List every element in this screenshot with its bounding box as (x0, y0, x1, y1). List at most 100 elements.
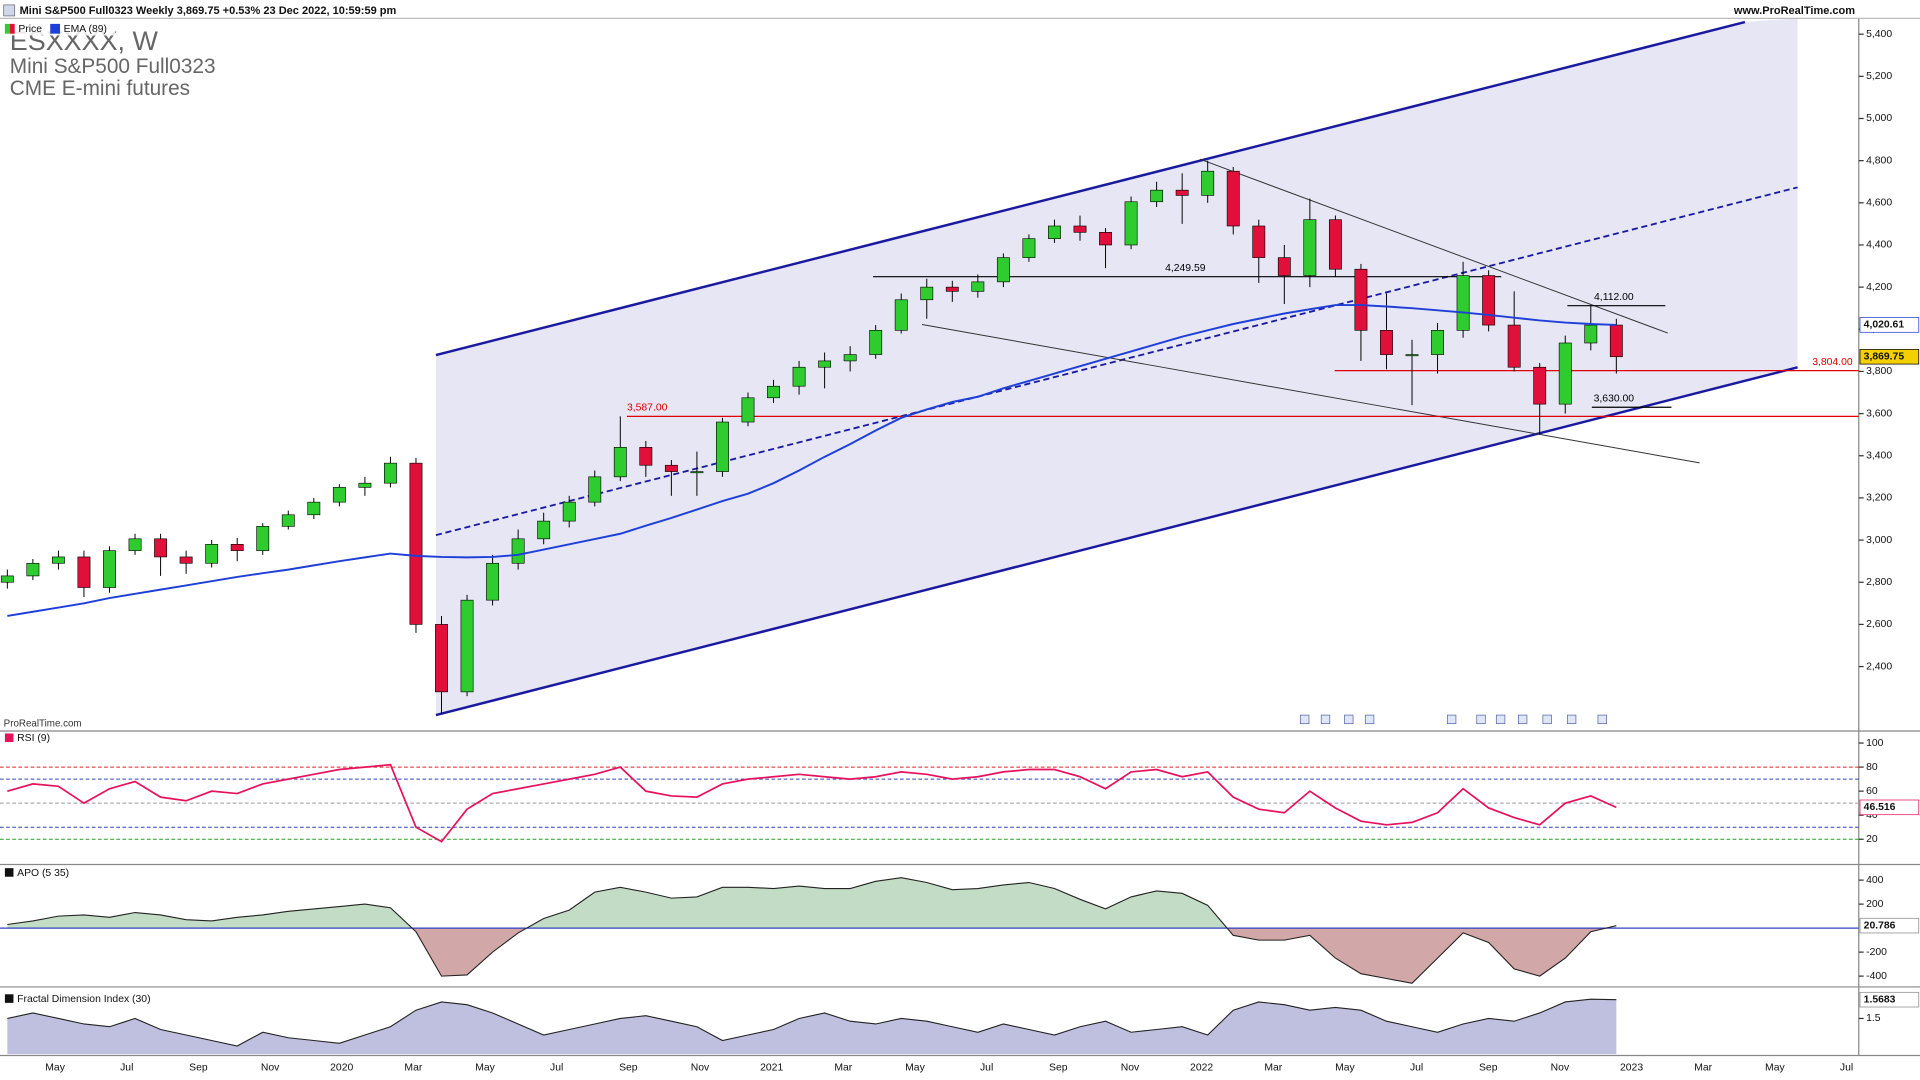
candle-body (1150, 189, 1164, 203)
panel-plot (7, 998, 1617, 1055)
candle-body (945, 286, 959, 292)
panel-title: Fractal Dimension Index (30) (17, 994, 150, 1005)
panel-plot: 4,249.59 3,587.00 3,804.00 4,112.00 3,630.00 (0, 160, 1859, 714)
y-tick-label: 5,400 (1866, 29, 1892, 40)
y-tick-label: 2,400 (1866, 661, 1892, 672)
y-tick-label: 4,200 (1866, 282, 1892, 293)
candle-body (179, 556, 193, 564)
trend-line (1199, 158, 1668, 334)
candle-body (51, 556, 65, 564)
legend-swatch (4, 23, 10, 34)
subtitle: Mini S&P500 Full0323 (10, 55, 216, 78)
event-icons[interactable] (1300, 714, 1607, 725)
candle-body (26, 562, 40, 577)
x-tick-label: 2023 (1620, 1063, 1643, 1074)
x-tick-label: Nov (1551, 1063, 1570, 1074)
candle-body (588, 476, 602, 503)
x-tick-label: 2022 (1190, 1063, 1213, 1074)
candle-body (511, 538, 525, 564)
x-tick-label: Jul (120, 1063, 133, 1074)
x-tick-label: Mar (834, 1063, 852, 1074)
y-tick-label: 400 (1866, 875, 1884, 886)
candle-body (460, 599, 474, 693)
candle-body (1507, 324, 1521, 368)
y-tick-label: 200 (1866, 899, 1884, 910)
candle-body (332, 487, 346, 503)
candle-body (562, 501, 576, 522)
level-label: 4,112.00 (1594, 292, 1634, 303)
value-badge-label: 1.5683 (1864, 994, 1896, 1005)
candle-body (537, 520, 551, 540)
y-tick-label: 3,000 (1866, 535, 1892, 546)
x-tick-label: Jul (1410, 1063, 1423, 1074)
value-badge (1859, 917, 1920, 934)
y-tick-label: 5,000 (1866, 113, 1892, 124)
y-tick-label: 4,400 (1866, 240, 1892, 251)
watermark: ProRealTime.com (4, 718, 82, 729)
x-tick-label: May (905, 1063, 925, 1074)
candle-body (741, 397, 755, 423)
level-label: 3,804.00 (1812, 357, 1853, 368)
panel-swatch (4, 733, 14, 743)
candle-body (1277, 257, 1291, 276)
candle-body (1252, 225, 1266, 258)
legend-label: EMA (89) (64, 24, 107, 35)
x-tick-label: May (1765, 1063, 1785, 1074)
y-tick-label: 20 (1866, 834, 1878, 845)
candle-body (1124, 201, 1138, 246)
candle-body (1303, 219, 1317, 276)
y-tick-label: -400 (1866, 971, 1887, 982)
value-badge (1859, 317, 1920, 333)
x-tick-label: May (45, 1063, 65, 1074)
candle-body (767, 385, 780, 399)
candle-body (664, 464, 678, 472)
candle-body (1099, 232, 1112, 246)
candle-body (1048, 225, 1061, 239)
y-tick-label: 80 (1866, 762, 1878, 773)
candle-body (1558, 342, 1572, 405)
y-tick-label: 3,600 (1866, 408, 1892, 419)
channel-fill (435, 18, 1798, 716)
candle-body (281, 514, 295, 527)
channel-lower (435, 366, 1798, 717)
candle-body (920, 286, 934, 301)
level-label: 3,630.00 (1594, 393, 1635, 404)
x-tick-label: Sep (1049, 1063, 1068, 1074)
x-tick-label: 2021 (760, 1063, 783, 1074)
level-label: 4,249.59 (1165, 263, 1206, 274)
value-badge (1859, 991, 1920, 1008)
x-tick-label: Mar (1694, 1063, 1712, 1074)
panel-swatch (4, 994, 14, 1003)
legend-swatch (50, 23, 60, 34)
candle-body (1073, 225, 1087, 233)
candle-body (1456, 275, 1470, 331)
candle-body (716, 421, 729, 472)
candle-body (971, 281, 985, 292)
candle-body (358, 482, 372, 488)
y-tick-label: 3,800 (1866, 366, 1892, 377)
y-tick-label: 60 (1866, 786, 1878, 797)
y-tick-label: 4,600 (1866, 198, 1892, 209)
value-badge-label: 3,869.75 (1864, 351, 1905, 362)
candle-body (1584, 324, 1598, 344)
header-icon[interactable] (3, 4, 16, 17)
candle-body (1380, 330, 1393, 355)
legend-swatch (9, 23, 15, 34)
value-badge (1859, 349, 1920, 365)
candle-body (307, 501, 321, 516)
x-tick-label: Sep (189, 1063, 208, 1074)
panel-plot (0, 763, 1859, 843)
area-fill (412, 928, 1606, 984)
panel-title: RSI (9) (17, 733, 50, 744)
candle-body (1533, 366, 1547, 405)
header-title: Mini S&P500 Full0323 Weekly 3,869.75 +0.… (20, 5, 397, 17)
x-tick-label: Jul (980, 1063, 993, 1074)
candle-body (435, 624, 448, 693)
candle-body (256, 526, 270, 551)
candle-body (1226, 170, 1240, 227)
indicator-line (7, 763, 1617, 843)
panel-title: APO (5 35) (17, 868, 69, 879)
candle-body (1609, 324, 1623, 358)
